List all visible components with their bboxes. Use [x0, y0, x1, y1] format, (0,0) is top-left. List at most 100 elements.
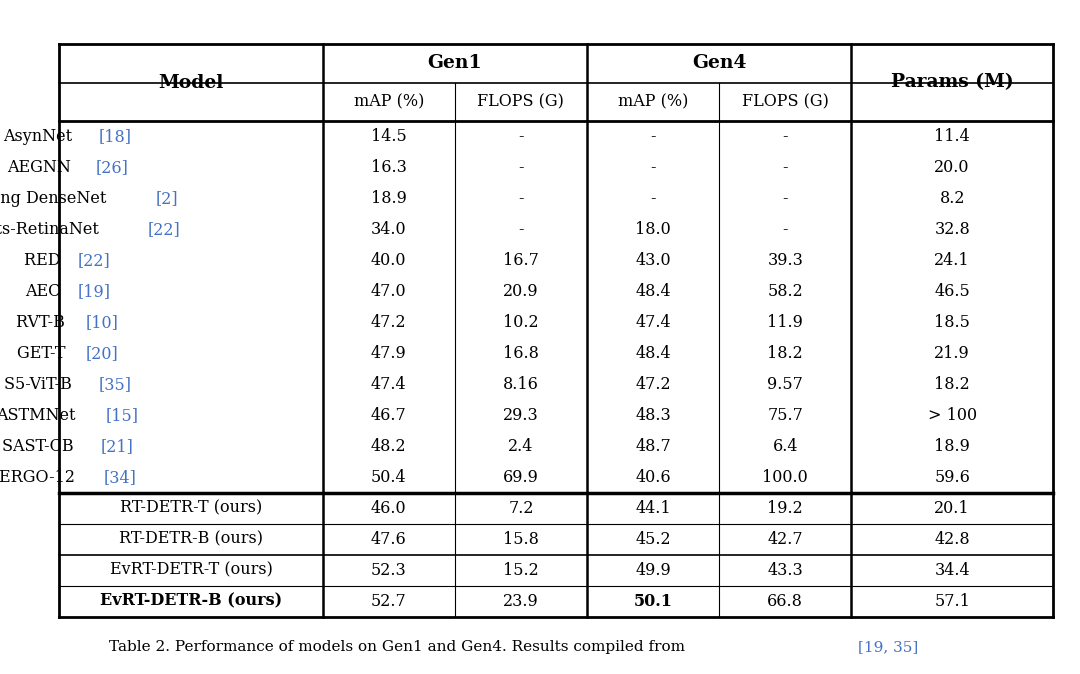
Text: [10]: [10] — [86, 314, 119, 331]
Text: SAST-CB: SAST-CB — [1, 438, 79, 455]
Text: AsynNet: AsynNet — [3, 128, 78, 145]
Text: -: - — [783, 221, 788, 238]
Text: Table 2. Performance of models on Gen1 and Gen4. Results compiled from: Table 2. Performance of models on Gen1 a… — [109, 640, 690, 654]
Text: 40.6: 40.6 — [635, 469, 671, 486]
Text: RED: RED — [25, 252, 66, 269]
Text: 18.9: 18.9 — [934, 438, 970, 455]
Text: 47.0: 47.0 — [370, 283, 406, 300]
Text: 14.5: 14.5 — [370, 128, 407, 145]
Text: 16.7: 16.7 — [503, 252, 539, 269]
Text: 47.6: 47.6 — [370, 531, 407, 548]
Text: 48.2: 48.2 — [370, 438, 406, 455]
Text: 32.8: 32.8 — [934, 221, 970, 238]
Text: 34.0: 34.0 — [370, 221, 406, 238]
Text: Model: Model — [159, 73, 224, 92]
Text: 52.7: 52.7 — [370, 592, 407, 610]
Text: 40.0: 40.0 — [372, 252, 406, 269]
Text: 45.2: 45.2 — [635, 531, 671, 548]
Text: 16.3: 16.3 — [370, 159, 407, 176]
Text: 48.3: 48.3 — [635, 407, 671, 424]
Text: Events-RetinaNet: Events-RetinaNet — [0, 221, 104, 238]
Text: 57.1: 57.1 — [934, 592, 970, 610]
Text: [18]: [18] — [99, 128, 132, 145]
Text: 16.8: 16.8 — [503, 345, 539, 362]
Text: -: - — [783, 159, 788, 176]
Text: 18.9: 18.9 — [370, 190, 407, 207]
Text: 43.0: 43.0 — [635, 252, 671, 269]
Text: 34.4: 34.4 — [934, 561, 970, 579]
Text: 21.9: 21.9 — [934, 345, 970, 362]
Text: 29.3: 29.3 — [503, 407, 539, 424]
Text: 24.1: 24.1 — [934, 252, 970, 269]
Text: RT-DETR-T (ours): RT-DETR-T (ours) — [120, 500, 262, 517]
Text: ERGO-12: ERGO-12 — [0, 469, 80, 486]
Text: 10.2: 10.2 — [503, 314, 539, 331]
Text: [35]: [35] — [98, 376, 131, 393]
Text: Gen1: Gen1 — [428, 54, 482, 72]
Text: AEC: AEC — [25, 283, 66, 300]
Text: 69.9: 69.9 — [503, 469, 539, 486]
Text: mAP (%): mAP (%) — [353, 94, 424, 111]
Text: 50.4: 50.4 — [370, 469, 406, 486]
Text: [21]: [21] — [100, 438, 134, 455]
Text: -: - — [650, 159, 656, 176]
Text: 11.9: 11.9 — [767, 314, 804, 331]
Text: EvRT-DETR-B (ours): EvRT-DETR-B (ours) — [100, 592, 282, 610]
Text: GET-T: GET-T — [16, 345, 70, 362]
Text: 18.5: 18.5 — [934, 314, 970, 331]
Text: 58.2: 58.2 — [768, 283, 804, 300]
Text: EvRT-DETR-T (ours): EvRT-DETR-T (ours) — [109, 561, 272, 579]
Text: 18.2: 18.2 — [934, 376, 970, 393]
Text: 48.4: 48.4 — [635, 283, 671, 300]
Text: 50.1: 50.1 — [634, 592, 673, 610]
Text: 15.2: 15.2 — [503, 561, 539, 579]
Text: ASTMNet: ASTMNet — [0, 407, 81, 424]
Text: 42.8: 42.8 — [934, 531, 970, 548]
Text: [19]: [19] — [77, 283, 110, 300]
Text: 9.57: 9.57 — [767, 376, 804, 393]
Text: 8.16: 8.16 — [503, 376, 539, 393]
Text: [15]: [15] — [106, 407, 138, 424]
Text: 6.4: 6.4 — [772, 438, 798, 455]
Text: [22]: [22] — [147, 221, 180, 238]
Text: 100.0: 100.0 — [762, 469, 808, 486]
Text: 11.4: 11.4 — [934, 128, 970, 145]
Text: 48.7: 48.7 — [635, 438, 671, 455]
Text: 19.2: 19.2 — [768, 500, 804, 517]
Text: [20]: [20] — [85, 345, 119, 362]
Text: [19, 35]: [19, 35] — [859, 640, 919, 654]
Text: 20.9: 20.9 — [503, 283, 539, 300]
Text: 46.5: 46.5 — [934, 283, 970, 300]
Text: FLOPS (G): FLOPS (G) — [742, 94, 828, 111]
Text: 2.4: 2.4 — [509, 438, 534, 455]
Text: S5-ViT-B: S5-ViT-B — [4, 376, 77, 393]
Text: 49.9: 49.9 — [635, 561, 671, 579]
Text: 59.6: 59.6 — [934, 469, 970, 486]
Text: 47.4: 47.4 — [370, 376, 406, 393]
Text: -: - — [650, 190, 656, 207]
Text: 46.7: 46.7 — [370, 407, 407, 424]
Text: 18.0: 18.0 — [635, 221, 671, 238]
Text: 18.2: 18.2 — [768, 345, 804, 362]
Text: [22]: [22] — [78, 252, 111, 269]
Text: AEGNN: AEGNN — [6, 159, 76, 176]
Text: RT-DETR-B (ours): RT-DETR-B (ours) — [119, 531, 264, 548]
Text: 23.9: 23.9 — [503, 592, 539, 610]
Text: Params (M): Params (M) — [891, 73, 1013, 92]
Text: 20.0: 20.0 — [934, 159, 970, 176]
Text: -: - — [783, 128, 788, 145]
Text: 8.2: 8.2 — [940, 190, 964, 207]
Text: 43.3: 43.3 — [768, 561, 804, 579]
Text: 52.3: 52.3 — [370, 561, 407, 579]
Text: [2]: [2] — [157, 190, 179, 207]
Text: 47.2: 47.2 — [635, 376, 671, 393]
Text: 47.2: 47.2 — [370, 314, 406, 331]
Text: -: - — [518, 190, 524, 207]
Text: 44.1: 44.1 — [635, 500, 671, 517]
Text: -: - — [783, 190, 788, 207]
Text: 46.0: 46.0 — [370, 500, 406, 517]
Text: -: - — [518, 221, 524, 238]
Text: 66.8: 66.8 — [767, 592, 804, 610]
Text: RVT-B: RVT-B — [16, 314, 70, 331]
Text: FLOPS (G): FLOPS (G) — [477, 94, 565, 111]
